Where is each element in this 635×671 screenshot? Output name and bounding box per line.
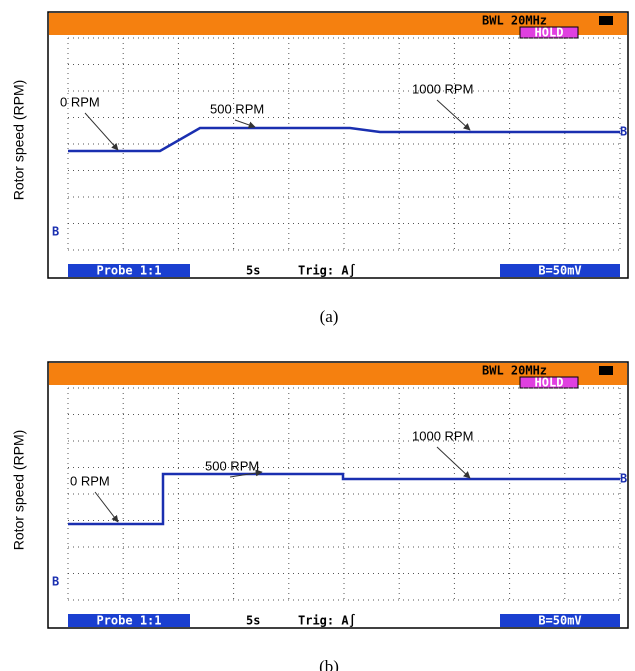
hold-label: HOLD xyxy=(535,26,564,40)
timebase-label: 5s xyxy=(246,614,260,628)
annotation: 0 RPM xyxy=(60,94,100,109)
annotation: 500 RPM xyxy=(210,101,264,116)
screen xyxy=(48,12,628,278)
trigger-label: Trig: A∫ xyxy=(298,264,356,278)
trigger-label: Trig: A∫ xyxy=(298,614,356,628)
hold-label: HOLD xyxy=(535,376,564,390)
annotation: 1000 RPM xyxy=(412,428,473,443)
annotation: 1000 RPM xyxy=(412,81,473,96)
y-axis-label: Rotor speed (RPM) xyxy=(11,430,27,551)
probe-label: Probe 1:1 xyxy=(96,264,161,278)
scale-label: B=50mV xyxy=(538,264,581,278)
channel-marker: B xyxy=(620,125,627,139)
timebase-label: 5s xyxy=(246,264,260,278)
scale-label: B=50mV xyxy=(538,614,581,628)
caption: (b) xyxy=(319,657,339,671)
probe-label: Probe 1:1 xyxy=(96,614,161,628)
annotation: 500 RPM xyxy=(205,458,259,473)
channel-marker: B xyxy=(52,575,59,589)
figure: BWL 20MHzHOLDBBProbe 1:15sTrig: A∫B=50mV… xyxy=(0,0,635,671)
channel-marker: B xyxy=(620,472,627,486)
y-axis-label: Rotor speed (RPM) xyxy=(11,80,27,201)
battery-icon xyxy=(599,366,613,375)
screen xyxy=(48,362,628,628)
caption: (a) xyxy=(320,307,339,326)
annotation: 0 RPM xyxy=(70,473,110,488)
battery-icon xyxy=(599,16,613,25)
channel-marker: B xyxy=(52,225,59,239)
